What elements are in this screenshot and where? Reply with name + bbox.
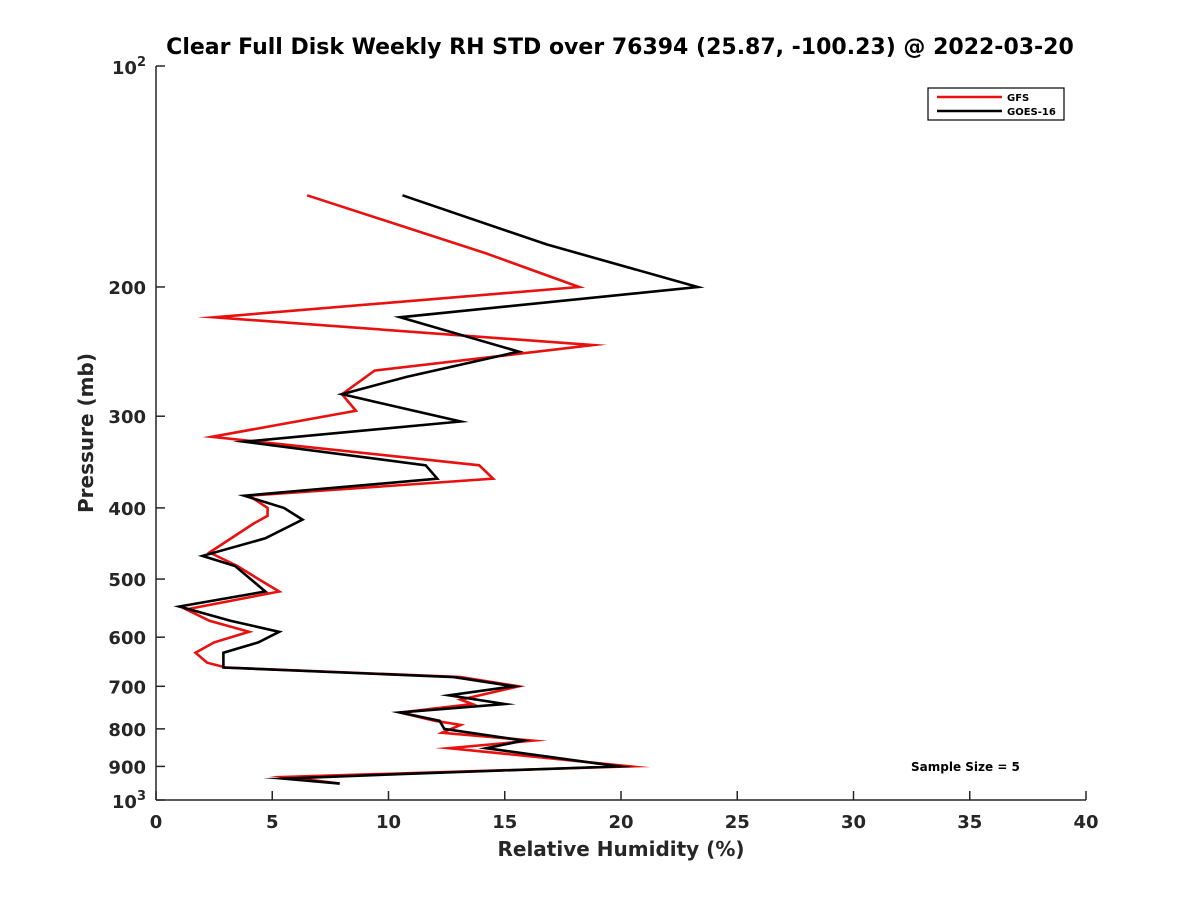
plot-frame <box>155 66 1086 801</box>
y-tick-label: 600 <box>108 628 146 649</box>
sample-size-annotation: Sample Size = 5 <box>911 760 1020 774</box>
series-layer <box>173 194 705 785</box>
y-tick-label: 900 <box>108 757 146 778</box>
series-line-gfs <box>182 194 651 785</box>
y-axis-label: Pressure (mb) <box>74 353 98 513</box>
legend: GFS GOES-16 <box>927 87 1065 121</box>
y-tick-label: 800 <box>108 720 146 741</box>
x-tick-label: 0 <box>150 812 163 833</box>
x-tick-label: 30 <box>841 812 866 833</box>
legend-label-goes16: GOES-16 <box>1007 107 1056 118</box>
x-ticks: 0 5 10 15 20 25 30 35 40 <box>150 791 1099 833</box>
y-tick-label: 500 <box>108 570 146 591</box>
x-tick-label: 40 <box>1073 812 1098 833</box>
legend-box <box>927 87 1065 121</box>
legend-label-gfs: GFS <box>1007 93 1029 104</box>
x-tick-label: 35 <box>957 812 982 833</box>
x-axis-label: Relative Humidity (%) <box>497 837 744 861</box>
y-tick-label-power: 102 <box>112 55 146 79</box>
x-tick-label: 25 <box>725 812 750 833</box>
y-tick-label: 400 <box>108 499 146 520</box>
x-tick-label: 20 <box>608 812 633 833</box>
x-tick-label: 10 <box>376 812 401 833</box>
x-tick-label: 15 <box>492 812 517 833</box>
y-tick-label: 700 <box>108 677 146 698</box>
y-ticks: 200 300 400 500 600 700 800 900 102 103 <box>108 55 165 813</box>
series-line-goes16 <box>173 194 705 785</box>
chart-title: Clear Full Disk Weekly RH STD over 76394… <box>166 35 1074 60</box>
y-tick-label: 300 <box>108 407 146 428</box>
x-tick-label: 5 <box>266 812 279 833</box>
y-tick-label: 200 <box>108 278 146 299</box>
y-tick-label-power: 103 <box>112 789 146 813</box>
